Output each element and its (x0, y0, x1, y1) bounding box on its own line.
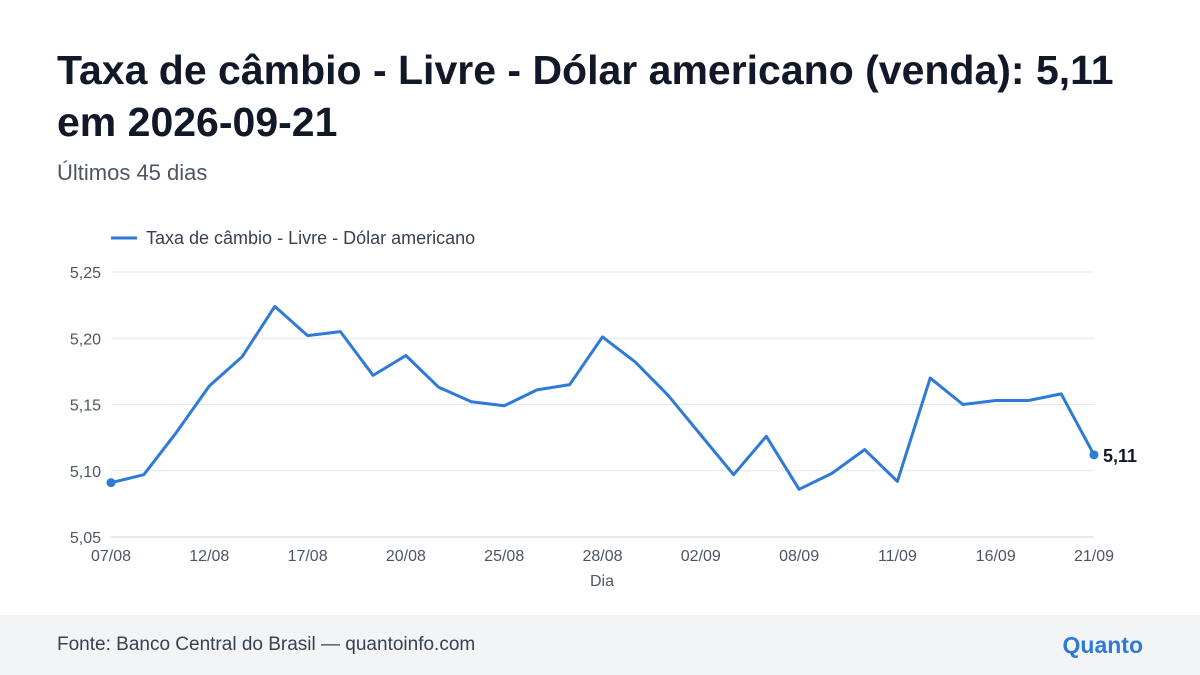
y-tick-label: 5,25 (70, 265, 101, 282)
x-tick-label: 20/08 (386, 548, 426, 565)
x-tick-label: 12/08 (189, 548, 229, 565)
y-tick-label: 5,10 (70, 464, 101, 481)
data-points (106, 450, 1099, 488)
x-tick-label: 07/08 (91, 548, 131, 565)
series-line (109, 304, 1096, 491)
chart-title: Taxa de câmbio - Livre - Dólar americano… (57, 47, 1114, 145)
x-tick-label: 02/09 (681, 548, 721, 565)
x-tick-label: 25/08 (484, 548, 524, 565)
x-tick-label: 21/09 (1074, 548, 1114, 565)
grid-lines (111, 271, 1094, 538)
line-chart: 5,05 5,10 5,15 5,20 5,25 07/08 12/08 17/08 20/0… (70, 228, 1137, 590)
x-tick-label: 28/08 (582, 548, 622, 565)
x-axis-ticks: 07/08 12/08 17/08 20/08 25/08 28/08 02/09 08/09… (91, 548, 1114, 565)
x-axis-label: Dia (590, 573, 614, 590)
chart-subtitle: Últimos 45 dias (57, 160, 208, 185)
brand-logo: Quanto (1062, 632, 1144, 658)
last-value-label: 5,11 (1103, 446, 1137, 466)
y-axis-ticks: 5,05 5,10 5,15 5,20 5,25 (70, 265, 101, 547)
y-tick-label: 5,15 (70, 398, 101, 415)
last-point (1089, 450, 1099, 460)
y-tick-label: 5,05 (70, 530, 101, 547)
x-tick-label: 11/09 (878, 548, 917, 565)
x-tick-label: 16/09 (976, 548, 1016, 565)
legend-entry: Taxa de câmbio - Livre - Dólar americano (146, 228, 475, 248)
x-tick-label: 08/09 (779, 548, 819, 565)
first-point (106, 478, 116, 488)
y-tick-label: 5,20 (70, 331, 101, 348)
footer-source: Fonte: Banco Central do Brasil — quantoi… (57, 634, 476, 655)
x-tick-label: 17/08 (288, 548, 328, 565)
footer: Fonte: Banco Central do Brasil — quantoi… (0, 615, 1200, 675)
legend: Taxa de câmbio - Livre - Dólar americano (111, 228, 475, 248)
